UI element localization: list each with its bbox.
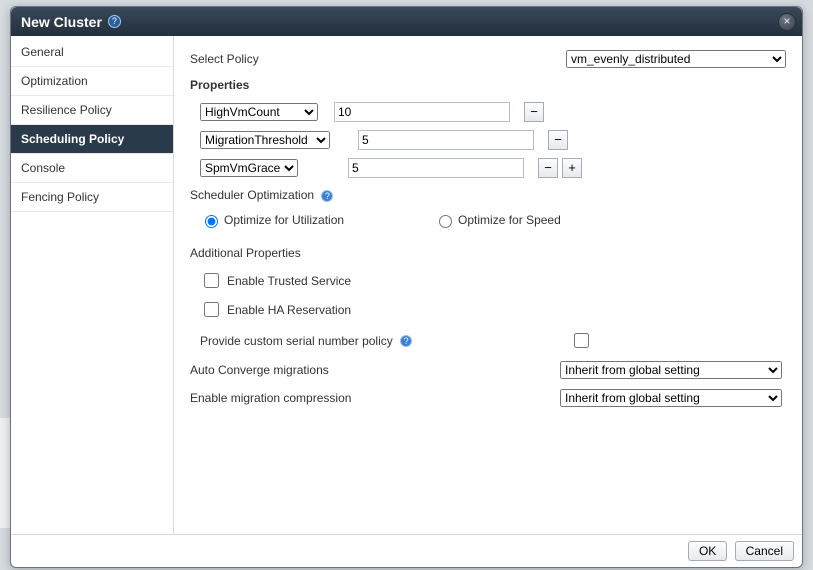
sidebar-item-label: Fencing Policy [21,190,99,204]
custom-serial-label-wrap: Provide custom serial number policy ? [200,334,570,348]
page-background: New Cluster ? × General Optimization Res… [0,0,813,570]
property-value-input[interactable] [334,102,510,122]
dialog-footer: OK Cancel [11,534,802,567]
enable-ha-reservation-row: Enable HA Reservation [200,299,786,320]
sidebar-item-optimization[interactable]: Optimization [11,67,173,96]
remove-property-button[interactable]: − [538,158,558,178]
checkbox-label: Enable Trusted Service [227,274,351,288]
new-cluster-dialog: New Cluster ? × General Optimization Res… [10,6,803,568]
enable-ha-reservation-checkbox[interactable] [204,302,219,317]
close-button[interactable]: × [778,13,796,31]
enable-trusted-service-row: Enable Trusted Service [200,270,786,291]
property-row-spmvmgrace: SpmVmGrace − + [200,158,786,178]
sidebar: General Optimization Resilience Policy S… [11,36,174,534]
migration-compression-row: Enable migration compression Inherit fro… [190,389,786,407]
dialog-title: New Cluster [21,14,102,30]
scheduler-optimization-help-icon[interactable]: ? [321,190,333,202]
title-help-icon[interactable]: ? [108,15,121,28]
auto-converge-row: Auto Converge migrations Inherit from gl… [190,361,786,379]
cancel-button-label: Cancel [746,544,783,558]
custom-serial-checkbox[interactable] [574,333,589,348]
property-key-dropdown[interactable]: SpmVmGrace [200,159,298,177]
radio-text: Optimize for Utilization [224,213,344,227]
optimize-utilization-radio-label[interactable]: Optimize for Utilization [200,212,344,228]
sidebar-item-resilience-policy[interactable]: Resilience Policy [11,96,173,125]
close-icon: × [783,14,790,28]
custom-serial-label: Provide custom serial number policy [200,334,393,348]
dialog-body: General Optimization Resilience Policy S… [11,36,802,534]
ok-button-label: OK [699,544,716,558]
auto-converge-label: Auto Converge migrations [190,363,560,377]
sidebar-item-label: Scheduling Policy [21,132,124,146]
minus-icon: − [544,160,552,175]
property-row-highvmcount: HighVmCount − [200,102,786,122]
minus-icon: − [554,132,562,147]
sidebar-item-label: Resilience Policy [21,103,112,117]
scheduler-optimization-heading: Scheduler Optimization [190,188,314,202]
select-policy-row: Select Policy vm_evenly_distributed [190,50,786,68]
add-property-button[interactable]: + [562,158,582,178]
sidebar-item-scheduling-policy[interactable]: Scheduling Policy [11,125,173,154]
custom-serial-help-icon[interactable]: ? [400,335,412,347]
remove-property-button[interactable]: − [548,130,568,150]
sidebar-item-fencing-policy[interactable]: Fencing Policy [11,183,173,212]
migration-compression-label: Enable migration compression [190,391,560,405]
auto-converge-dropdown[interactable]: Inherit from global setting [560,361,782,379]
scheduler-optimization-heading-row: Scheduler Optimization ? [190,188,786,202]
select-policy-dropdown[interactable]: vm_evenly_distributed [566,50,786,68]
minus-icon: − [530,104,538,119]
optimize-utilization-radio[interactable] [205,215,218,228]
property-row-migrationthreshold: MigrationThreshold − [200,130,786,150]
property-value-input[interactable] [348,158,524,178]
sidebar-item-label: Optimization [21,74,88,88]
radio-text: Optimize for Speed [458,213,561,227]
sidebar-item-label: Console [21,161,65,175]
optimize-speed-radio-label[interactable]: Optimize for Speed [434,212,561,228]
migration-compression-dropdown[interactable]: Inherit from global setting [560,389,782,407]
scheduler-optimization-radios: Optimize for Utilization Optimize for Sp… [200,212,786,228]
enable-trusted-service-checkbox[interactable] [204,273,219,288]
sidebar-item-general[interactable]: General [11,38,173,67]
sidebar-item-label: General [21,45,64,59]
content-panel: Select Policy vm_evenly_distributed Prop… [174,36,802,534]
property-key-dropdown[interactable]: HighVmCount [200,103,318,121]
custom-serial-row: Provide custom serial number policy ? [200,330,786,351]
ok-button[interactable]: OK [688,541,727,561]
optimize-speed-radio[interactable] [439,215,452,228]
additional-properties-heading: Additional Properties [190,246,786,260]
checkbox-label: Enable HA Reservation [227,303,351,317]
remove-property-button[interactable]: − [524,102,544,122]
properties-heading: Properties [190,78,786,92]
dialog-titlebar: New Cluster ? × [11,7,802,36]
cancel-button[interactable]: Cancel [735,541,794,561]
sidebar-item-console[interactable]: Console [11,154,173,183]
plus-icon: + [568,160,576,175]
property-value-input[interactable] [358,130,534,150]
select-policy-label: Select Policy [190,52,370,66]
property-key-dropdown[interactable]: MigrationThreshold [200,131,330,149]
